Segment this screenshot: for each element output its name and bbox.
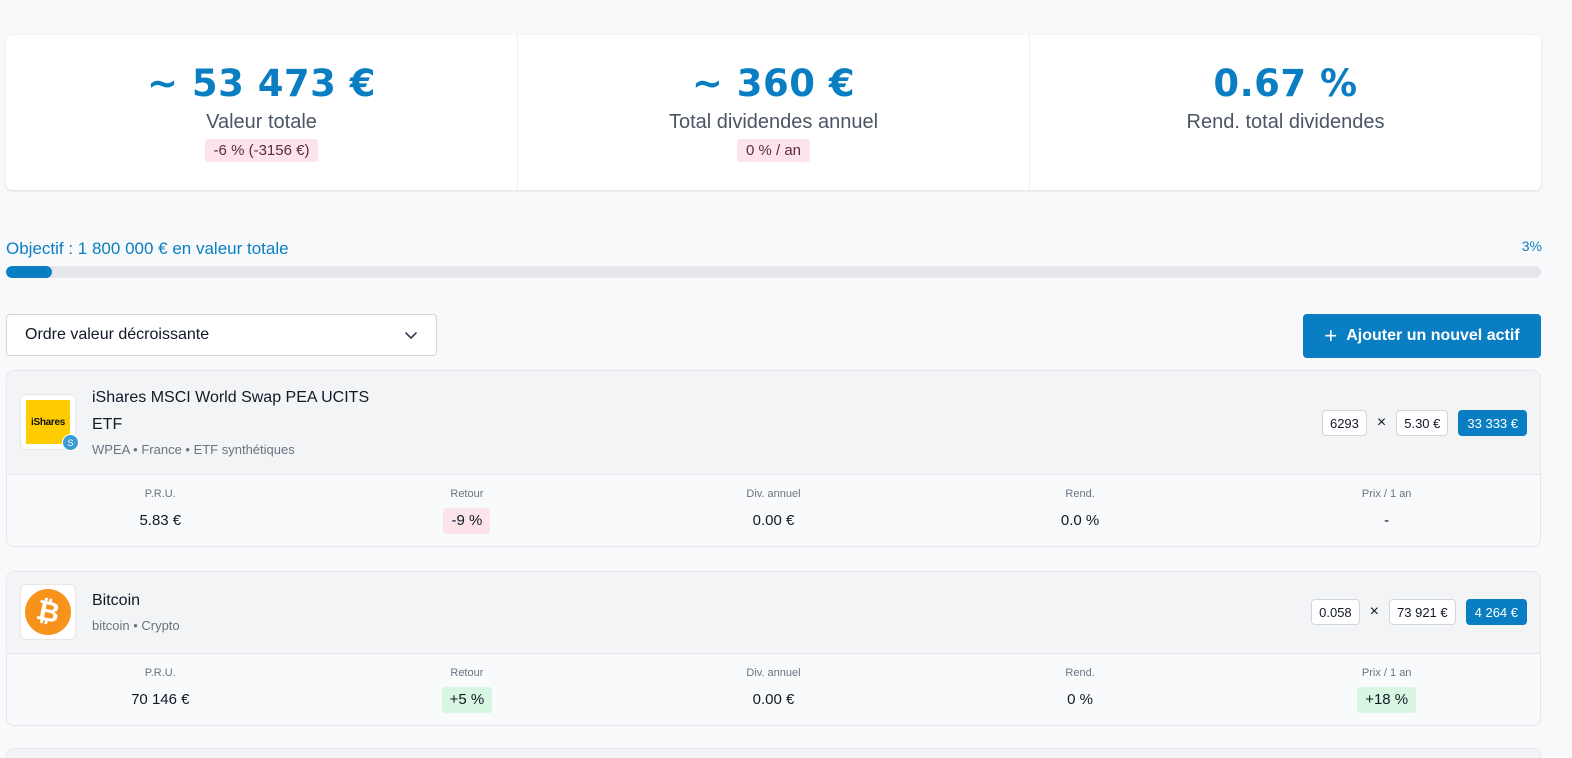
stat-value: 0.0 %: [1060, 512, 1100, 529]
stat-return: Retour +5 %: [314, 654, 621, 725]
stat-label: Div. annuel: [746, 488, 801, 500]
stat-value: 0.00 €: [752, 512, 795, 529]
stat-label: Rend.: [1065, 667, 1095, 679]
stat-return: Retour -9 %: [314, 475, 621, 546]
add-asset-button[interactable]: + Ajouter un nouvel actif: [1303, 314, 1541, 358]
asset-card-partial[interactable]: [6, 748, 1541, 758]
stat-value: 0 %: [1067, 691, 1093, 708]
asset-position: 0.058 × 73 921 € 4 264 €: [1311, 599, 1527, 625]
multiply-sign: ×: [1369, 603, 1380, 620]
stat-value: -9 %: [443, 508, 491, 534]
stat-label: Retour: [450, 488, 484, 500]
stat-value: 70 146 €: [131, 691, 190, 708]
asset-stats: P.R.U. 70 146 € Retour +5 % Div. annuel …: [7, 653, 1540, 725]
dividends-label: Total dividendes annuel: [668, 111, 879, 133]
asset-header: ₿ Bitcoin bitcoin • Crypto 0.058 × 73 92…: [7, 572, 1540, 653]
stat-price-1y: Prix / 1 an -: [1233, 475, 1540, 546]
dividends-value: ~ 360 €: [691, 62, 856, 105]
stat-label: Retour: [450, 667, 484, 679]
total-pill: 33 333 €: [1458, 410, 1527, 436]
asset-header: iShares S iShares MSCI World Swap PEA UC…: [7, 371, 1540, 474]
sort-select-value: Ordre valeur décroissante: [25, 326, 210, 343]
asset-name-line1: Bitcoin: [92, 592, 141, 609]
stat-label: Prix / 1 an: [1361, 488, 1412, 500]
bitcoin-icon: ₿: [20, 584, 76, 640]
stat-price-1y: Prix / 1 an +18 %: [1233, 654, 1540, 725]
stat-annual-dividend: Div. annuel 0.00 €: [620, 654, 927, 725]
yield-label: Rend. total dividendes: [1186, 111, 1385, 133]
quantity-pill: 6293: [1321, 410, 1367, 436]
asset-meta: bitcoin • Crypto: [92, 618, 180, 633]
stat-label: P.R.U.: [144, 488, 176, 500]
stat-yield: Rend. 0 %: [927, 654, 1234, 725]
price-pill: 5.30 €: [1396, 410, 1449, 436]
asset-meta: WPEA • France • ETF synthétiques: [92, 442, 295, 457]
stat-value: +18 %: [1357, 687, 1417, 713]
dividends-change-badge: 0 % / an: [736, 139, 811, 162]
objective-progress-fill: [6, 266, 53, 278]
total-value-label: Valeur totale: [206, 111, 317, 133]
dividends-stat: ~ 360 € Total dividendes annuel 0 % / an: [518, 35, 1030, 190]
ishares-logo-mark: iShares: [26, 400, 70, 444]
stat-value: 5.83 €: [139, 512, 182, 529]
add-asset-button-label: Ajouter un nouvel actif: [1346, 327, 1520, 344]
stat-label: Prix / 1 an: [1361, 667, 1412, 679]
objective-label: Objectif : 1 800 000 € en valeur totale: [6, 239, 289, 258]
stat-annual-dividend: Div. annuel 0.00 €: [620, 475, 927, 546]
yield-stat: 0.67 % Rend. total dividendes: [1030, 35, 1541, 190]
asset-card-bitcoin[interactable]: ₿ Bitcoin bitcoin • Crypto 0.058 × 73 92…: [6, 571, 1541, 726]
chevron-down-icon: [405, 332, 417, 339]
total-value-stat: ~ 53 473 € Valeur totale -6 % (-3156 €): [6, 35, 518, 190]
objective-progress-bar: [6, 266, 1541, 278]
stat-value: 0.00 €: [752, 691, 795, 708]
multiply-sign: ×: [1376, 414, 1387, 431]
total-value: ~ 53 473 €: [146, 62, 377, 105]
stat-label: Div. annuel: [746, 667, 801, 679]
asset-card-ishares[interactable]: iShares S iShares MSCI World Swap PEA UC…: [6, 370, 1541, 547]
bitcoin-logo: ₿: [20, 584, 76, 640]
stat-value: +5 %: [441, 687, 493, 713]
stat-pru: P.R.U. 70 146 €: [7, 654, 314, 725]
plus-icon: +: [1324, 323, 1338, 348]
total-value-change-badge: -6 % (-3156 €): [204, 139, 319, 162]
quantity-pill: 0.058: [1311, 599, 1360, 625]
sort-select[interactable]: Ordre valeur décroissante: [6, 314, 437, 356]
price-pill: 73 921 €: [1389, 599, 1456, 625]
ishares-logo: iShares S: [20, 394, 79, 451]
asset-name-line2: ETF: [92, 416, 123, 433]
stat-label: Rend.: [1065, 488, 1095, 500]
asset-stats: P.R.U. 5.83 € Retour -9 % Div. annuel 0.…: [7, 474, 1540, 546]
yield-value: 0.67 %: [1213, 62, 1358, 105]
summary-card: ~ 53 473 € Valeur totale -6 % (-3156 €) …: [6, 35, 1541, 190]
stat-yield: Rend. 0.0 %: [927, 475, 1234, 546]
asset-type-badge: S: [62, 434, 79, 451]
total-pill: 4 264 €: [1465, 599, 1527, 625]
asset-name-line1: iShares MSCI World Swap PEA UCITS: [92, 389, 370, 406]
asset-position: 6293 × 5.30 € 33 333 €: [1321, 410, 1527, 436]
stat-label: P.R.U.: [144, 667, 176, 679]
objective-percent: 3%: [1521, 238, 1542, 254]
stat-pru: P.R.U. 5.83 €: [7, 475, 314, 546]
stat-value: -: [1384, 512, 1390, 529]
